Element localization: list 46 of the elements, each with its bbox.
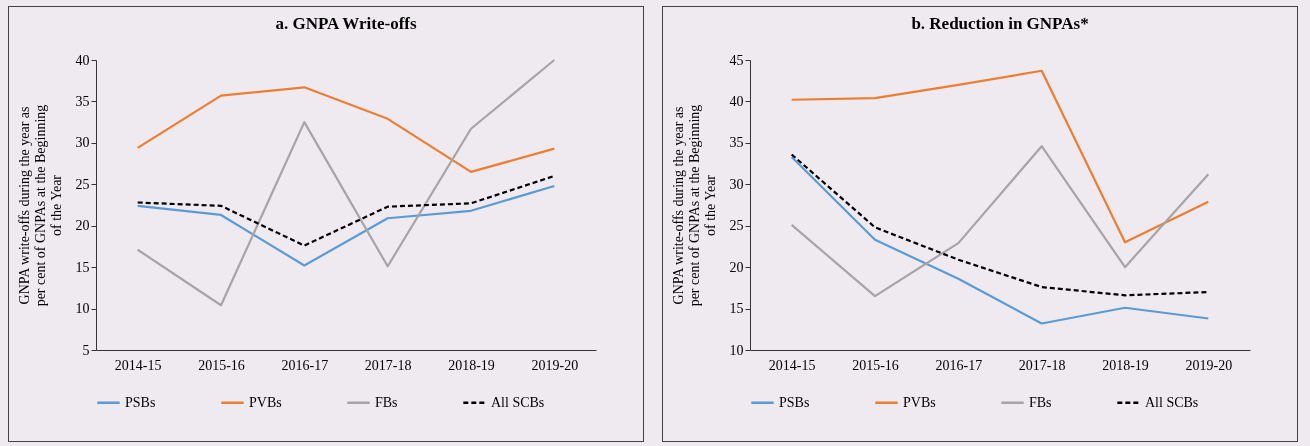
chart-title: b. Reduction in GNPAs* [911, 14, 1089, 33]
line-series [136, 86, 556, 173]
x-tick-label: 2018-19 [448, 357, 495, 373]
y-tick-label: 25 [75, 176, 90, 192]
legend-label: FBs [375, 394, 398, 410]
x-tick-label: 2015-16 [852, 357, 899, 373]
y-tick-label: 30 [75, 135, 90, 151]
legend-label: All SCBs [491, 394, 545, 410]
legend-label: All SCBs [1145, 394, 1199, 410]
y-tick-label: 15 [75, 259, 90, 275]
line-series [790, 69, 1210, 244]
x-tick-label: 2017-18 [1018, 357, 1066, 373]
y-tick-label: 35 [729, 135, 744, 151]
legend-label: PSBs [125, 394, 156, 410]
x-tick-label: 2015-16 [198, 357, 245, 373]
legend-label: PVBs [249, 394, 282, 410]
y-tick-label: 5 [82, 342, 90, 358]
y-tick-label: 30 [729, 176, 744, 192]
x-tick-label: 2014-15 [114, 357, 162, 373]
x-tick-label: 2019-20 [531, 357, 579, 373]
y-tick-label: 35 [75, 93, 90, 109]
y-tick-label: 40 [729, 93, 744, 109]
y-tick-label: 15 [729, 301, 744, 317]
line-series [136, 58, 556, 307]
legend-label: PSBs [779, 394, 810, 410]
x-tick-label: 2017-18 [364, 357, 412, 373]
legend-label: PVBs [903, 394, 936, 410]
legend-label: FBs [1029, 394, 1052, 410]
y-axis-title: GNPA write-offs during the year as per cent of GNPAs at the Beginning of the Year [16, 104, 64, 307]
y-tick-label: 10 [75, 301, 90, 317]
x-tick-label: 2018-19 [1102, 357, 1149, 373]
x-tick-label: 2016-17 [281, 357, 329, 373]
y-tick-label: 45 [729, 52, 744, 68]
line-series [136, 174, 556, 247]
y-tick-label: 25 [729, 218, 744, 234]
line-series [790, 155, 1210, 325]
x-tick-label: 2014-15 [768, 357, 816, 373]
y-tick-label: 20 [729, 259, 744, 275]
y-tick-label: 10 [729, 342, 744, 358]
y-axis-title: GNPA write-offs during the year as per cent of GNPAs at the Beginning of the Year [670, 104, 718, 307]
y-tick-label: 20 [75, 218, 90, 234]
x-tick-label: 2016-17 [935, 357, 983, 373]
chart-title: a. GNPA Write-offs [275, 14, 417, 33]
x-tick-label: 2019-20 [1185, 357, 1233, 373]
line-series [136, 184, 556, 267]
y-tick-label: 40 [75, 52, 90, 68]
